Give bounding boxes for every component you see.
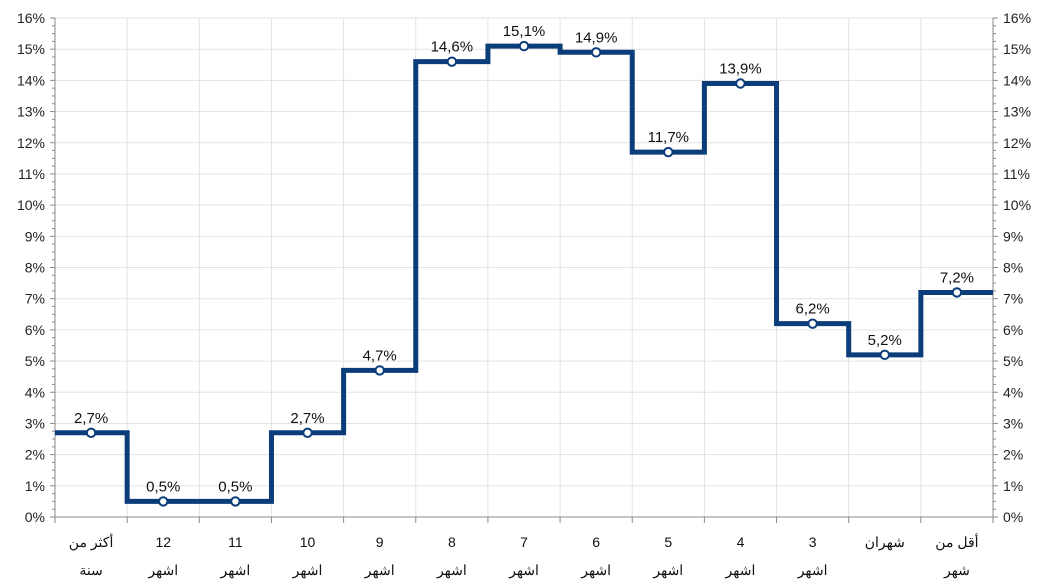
y-tick-label-right: 13% [1003,104,1031,120]
y-tick-label-left: 9% [25,228,45,244]
series-line [55,43,993,504]
x-category-label-line2: اشهر [364,562,395,579]
data-point [735,78,746,89]
y-tick-label-left: 2% [25,447,45,463]
y-tick-label-left: 7% [25,291,45,307]
x-category-label-line2: اشهر [797,562,828,579]
y-tick-label-right: 12% [1003,135,1031,151]
data-label: 2,7% [290,410,324,427]
y-tick-label-right: 10% [1003,197,1031,213]
x-category-label: 8 [448,534,456,550]
step-series-path [55,43,993,504]
x-category-label: 9 [376,534,384,550]
x-category-label-line2: اشهر [580,562,611,579]
data-point [663,146,674,158]
y-tick-label-left: 4% [25,384,45,400]
data-label: 0,5% [218,478,252,495]
y-tick-label-left: 12% [17,135,45,151]
data-label: 15,1% [503,23,546,40]
gridlines [55,17,993,517]
y-tick-label-left: 6% [25,322,45,338]
x-category-label-line2: شهر [943,562,970,579]
y-tick-label-right: 1% [1003,478,1023,494]
x-category-label-line2: سنة [79,562,102,578]
x-category-label-line2: اشهر [292,562,323,579]
y-tick-label-left: 5% [25,353,45,369]
x-category-label: أكثر من [69,532,114,551]
data-label: 14,9% [575,29,618,46]
y-tick-label-right: 3% [1003,415,1023,431]
data-label: 13,9% [719,60,762,77]
data-point [518,40,530,52]
data-label: 14,6% [431,39,474,56]
y-tick-label-right: 15% [1003,41,1031,57]
data-point [807,318,818,329]
data-point [374,365,385,376]
y-tick-label-right: 4% [1003,384,1023,400]
x-category-label-line2: اشهر [508,562,539,579]
data-point [951,287,963,298]
y-tick-label-right: 0% [1003,509,1023,525]
x-category-label: 7 [520,534,528,550]
y-tick-label-right: 7% [1003,291,1023,307]
y-tick-label-right: 6% [1003,322,1023,338]
y-tick-label-left: 3% [25,415,45,431]
y-axis-left-ticks: 0% 1% 2% 3% 4% 5% 6% 7% 8% 9% 10% 11% 12% 13% 14% 15% 16… [17,10,45,525]
y-tick-label-left: 10% [17,197,45,213]
y-tick-label-right: 8% [1003,260,1023,276]
data-labels: 2,7% 0,5% 0,5% 2,7% 4,7% 14,6% 15,1% 14,9% 11,7%… [74,23,974,495]
x-category-label: 12 [155,534,171,550]
y-tick-label-left: 11% [18,166,45,182]
x-category-label-line2: اشهر [219,562,250,579]
data-label: 5,2% [868,332,902,349]
data-point [302,427,313,438]
x-category-label: 11 [228,534,243,550]
data-point [230,496,241,507]
x-category-label: أقل من [935,532,978,551]
y-tick-label-right: 9% [1003,228,1023,244]
x-category-label: 6 [592,534,600,550]
x-category-label-line2: اشهر [436,562,467,579]
x-category-label: 10 [300,534,316,550]
y-tick-label-left: 8% [25,260,45,276]
x-category-label-line2: اشهر [725,562,756,579]
y-tick-label-left: 16% [17,10,45,26]
y-tick-label-right: 5% [1003,353,1023,369]
data-label: 0,5% [146,478,180,495]
data-point [446,56,458,67]
y-axis-right-ticks: 0% 1% 2% 3% 4% 5% 6% 7% 8% 9% 10% 11% 12% 13% 14% 15% 16… [1003,10,1031,525]
data-point [85,427,97,438]
y-tick-label-left: 15% [17,41,45,57]
data-label: 7,2% [940,269,974,286]
x-category-label: 3 [809,534,817,550]
data-label: 2,7% [74,410,108,427]
x-axis-categories: أكثر من سنة 12 اشهر 11 اشهر 10 اشهر 9 اشهر 8 اشهر 7 ا… [69,532,979,579]
y-tick-label-left: 1% [25,478,45,494]
y-tick-label-left: 14% [17,72,45,88]
data-points [85,40,963,507]
x-category-label: 5 [664,534,672,550]
x-category-label-line2: اشهر [147,562,178,579]
x-category-label: شهران [865,534,905,551]
y-tick-label-left: 0% [25,509,45,525]
y-tick-label-right: 11% [1003,166,1030,182]
x-category-label: 4 [737,534,745,550]
data-point [879,349,890,361]
data-point [158,496,169,507]
y-tick-label-right: 16% [1003,10,1031,26]
data-label: 6,2% [796,301,830,318]
y-tick-label-right: 14% [1003,72,1031,88]
axes [50,17,998,523]
x-category-label-line2: اشهر [652,562,683,579]
y-tick-label-right: 2% [1003,447,1023,463]
y-tick-label-left: 13% [17,104,45,120]
data-label: 4,7% [363,347,397,364]
data-point [590,47,602,58]
data-label: 11,7% [648,129,689,146]
